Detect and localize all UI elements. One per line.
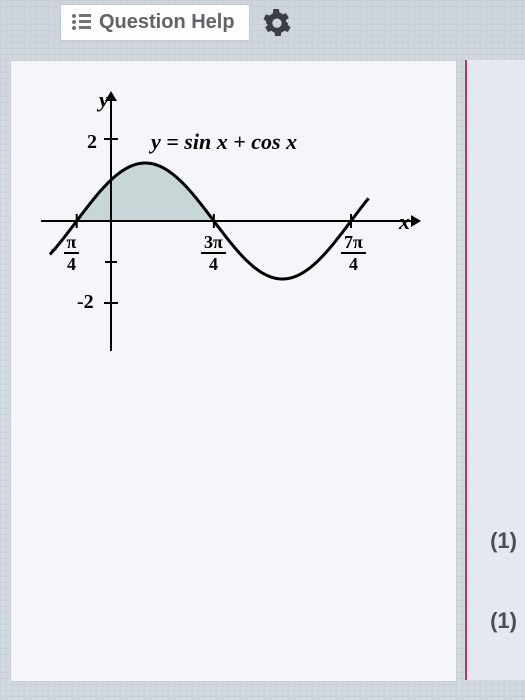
xtick-7pi4: 7π4 <box>341 233 366 275</box>
header-bar: Question Help <box>60 0 495 44</box>
ytick-neg2: -2 <box>77 291 94 314</box>
right-strip: (1) (1) <box>465 60 525 680</box>
content-panel: y x y = sin x + cos x 2 -2 - π4 3π4 7π4 <box>10 60 457 682</box>
gear-icon <box>263 8 291 36</box>
question-help-button[interactable]: Question Help <box>60 4 250 41</box>
function-chart: y x y = sin x + cos x 2 -2 - π4 3π4 7π4 <box>41 91 421 371</box>
answer-marker-2: (1) <box>490 608 517 634</box>
list-icon <box>71 14 91 30</box>
question-help-label: Question Help <box>99 11 235 34</box>
y-axis-label: y <box>99 87 109 113</box>
answer-marker-1: (1) <box>490 528 517 554</box>
page-root: Question Help y x y = sin x + cos x 2 -2… <box>0 0 525 700</box>
equation-label: y = sin x + cos x <box>151 129 297 155</box>
settings-button[interactable] <box>260 5 294 39</box>
x-axis-label: x <box>399 209 410 235</box>
xtick-3pi4: 3π4 <box>201 233 226 275</box>
ytick-2: 2 <box>87 131 97 154</box>
xtick-negpi4: - π4 <box>51 233 79 275</box>
